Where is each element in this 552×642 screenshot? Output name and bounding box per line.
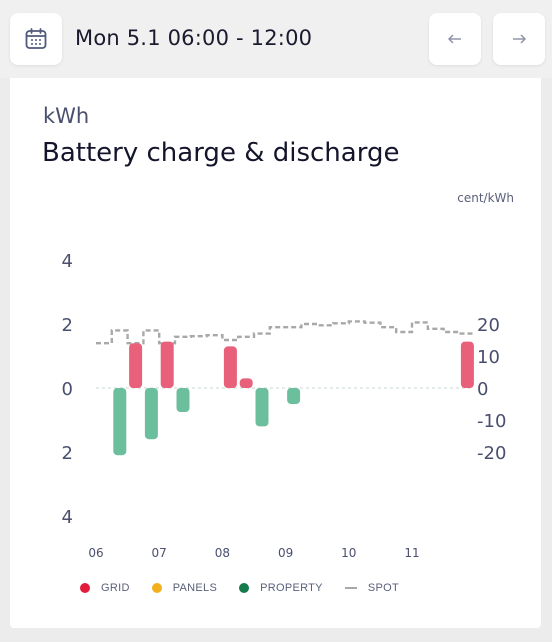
grid-bar <box>223 346 237 388</box>
right-axis-tick-label: 20 <box>477 315 500 336</box>
legend-label: PROPERTY <box>260 582 323 594</box>
x-axis-tick-label: 10 <box>341 546 356 560</box>
legend-item-panels[interactable]: PANELS <box>151 582 218 594</box>
left-axis-tick-label: 2 <box>62 443 73 464</box>
calendar-icon <box>25 28 47 49</box>
arrow-right-icon <box>513 34 526 44</box>
x-axis-tick-label: 09 <box>278 546 293 560</box>
grid-bar <box>460 341 474 388</box>
chart-title: Battery charge & discharge <box>42 138 400 168</box>
legend-label: GRID <box>101 582 130 594</box>
bottom-strip <box>10 630 541 642</box>
x-axis-tick-label: 06 <box>88 546 103 560</box>
left-axis-tick-label: 2 <box>62 315 73 336</box>
battery-chart-card: kWh Battery charge & discharge cent/kWh 4… <box>10 78 541 628</box>
grid-bar <box>129 343 143 388</box>
left-axis-tick-label: 4 <box>62 507 73 528</box>
right-axis-tick-label: -20 <box>477 443 506 464</box>
next-period-button[interactable] <box>493 13 545 65</box>
property-bar <box>176 388 190 412</box>
arrow-left-icon <box>448 34 461 44</box>
legend-swatch-dot <box>80 583 90 593</box>
chart-legend: GRID PANELS PROPERTY SPOT <box>80 582 421 594</box>
property-bar <box>255 388 269 427</box>
header-bar: Mon 5.1 06:00 - 12:00 <box>0 0 552 78</box>
grid-bar <box>160 341 174 388</box>
legend-swatch-dot <box>151 583 162 593</box>
left-axis-tick-label: 0 <box>62 379 73 400</box>
date-range-label: Mon 5.1 06:00 - 12:00 <box>75 26 313 50</box>
legend-label: PANELS <box>172 582 218 594</box>
chart-unit-label: kWh <box>43 104 90 128</box>
right-axis-tick-label: 10 <box>477 347 500 368</box>
legend-swatch-dash <box>344 587 357 589</box>
legend-item-grid[interactable]: GRID <box>80 582 130 594</box>
calendar-button[interactable] <box>10 13 62 65</box>
spot-price-line <box>96 320 476 345</box>
property-bar <box>144 388 158 440</box>
x-axis-tick-label: 07 <box>152 546 167 560</box>
legend-swatch-dot <box>239 583 250 593</box>
right-axis-tick-label: 0 <box>477 379 488 400</box>
grid-bar <box>239 378 253 388</box>
left-axis-tick-label: 4 <box>62 251 73 272</box>
right-axis-tick-label: -10 <box>477 411 506 432</box>
property-bar <box>113 388 127 456</box>
legend-item-spot[interactable]: SPOT <box>344 582 399 594</box>
property-bar <box>287 388 301 404</box>
x-axis-tick-label: 11 <box>404 546 419 560</box>
legend-label: SPOT <box>367 582 399 594</box>
x-axis-tick-label: 08 <box>215 546 230 560</box>
previous-period-button[interactable] <box>429 13 481 65</box>
right-axis-unit-label: cent/kWh <box>457 191 514 205</box>
legend-item-property[interactable]: PROPERTY <box>239 582 323 594</box>
